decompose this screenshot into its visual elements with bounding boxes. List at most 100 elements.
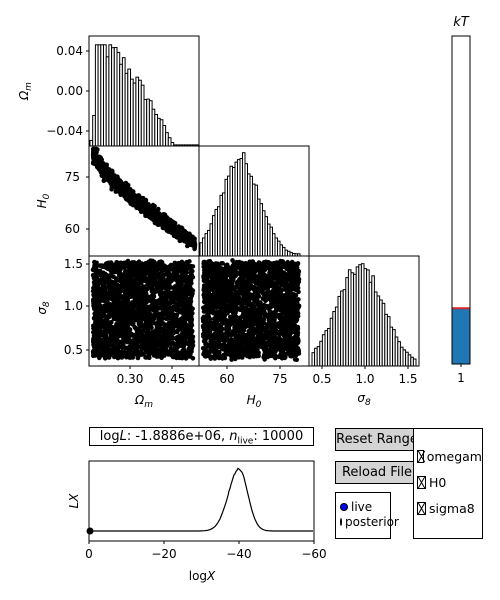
scatter-point: [144, 343, 150, 348]
scatter-point: [110, 337, 115, 343]
scatter-point: [107, 284, 112, 289]
scatter-point: [111, 266, 117, 272]
scatter-point: [150, 320, 156, 326]
scatter-point: [101, 337, 106, 343]
scatter-point: [148, 278, 153, 283]
omegam-histogram: [89, 44, 199, 147]
scatter-point: [92, 265, 97, 270]
scatter-point: [127, 190, 132, 195]
scatter-point: [174, 301, 179, 307]
scatter-point: [158, 279, 164, 284]
scatter-point: [95, 339, 101, 345]
scatter-point: [138, 200, 143, 206]
sigma8-omegam-scatter: [90, 258, 196, 361]
scatter-point: [183, 280, 189, 285]
scatter-point: [144, 304, 150, 310]
scatter-point: [93, 161, 99, 167]
scatter-point: [168, 296, 174, 302]
scatter-point: [172, 349, 178, 354]
scatter-point: [156, 206, 161, 212]
scatter-point: [114, 351, 119, 357]
scatter-point: [140, 298, 145, 304]
scatter-point: [109, 319, 114, 325]
scatter-point: [184, 260, 190, 266]
scatter-point: [188, 340, 193, 346]
h0-ylabel: H0: [35, 193, 52, 208]
scatter-point: [94, 290, 100, 296]
scatter-point: [90, 152, 96, 158]
scatter-point: [103, 273, 109, 279]
scatter-point: [149, 286, 155, 292]
scatter-point: [143, 269, 148, 275]
scatter-point: [168, 308, 174, 314]
scatter-point: [124, 299, 130, 305]
scatter-point: [124, 336, 130, 341]
scatter-point: [140, 275, 146, 281]
omegam-ytick-1: 0.00: [56, 84, 83, 98]
scatter-point: [181, 350, 187, 356]
scatter-point: [177, 321, 182, 327]
scatter-point: [182, 268, 187, 273]
scatter-point: [120, 276, 125, 282]
scatter-point: [153, 279, 158, 284]
scatter-point: [91, 304, 97, 309]
scatter-point: [98, 352, 104, 358]
scatter-point: [158, 262, 163, 268]
scatter-point: [132, 267, 138, 273]
scatter-point: [105, 318, 110, 324]
scatter-point: [102, 287, 108, 293]
scatter-point: [135, 344, 141, 349]
scatter-point: [161, 349, 167, 355]
scatter-point: [161, 321, 166, 326]
scatter-point: [149, 302, 154, 308]
scatter-point: [171, 304, 176, 310]
scatter-point: [116, 260, 121, 266]
scatter-point: [181, 302, 187, 308]
scatter-point: [124, 280, 130, 286]
scatter-point: [137, 316, 142, 321]
scatter-point: [99, 168, 104, 174]
scatter-point: [91, 273, 96, 278]
scatter-point: [95, 282, 100, 287]
scatter-point: [121, 189, 127, 195]
scatter-point: [172, 284, 178, 289]
scatter-point: [117, 339, 123, 345]
scatter-point: [136, 193, 141, 198]
scatter-point: [145, 262, 150, 267]
scatter-point: [109, 187, 114, 192]
scatter-point: [123, 260, 129, 265]
scatter-point: [187, 348, 193, 354]
scatter-point: [178, 226, 184, 232]
omegam-yaxis: 0.04 0.00 −0.04 Ωm: [17, 44, 89, 138]
scatter-point: [111, 174, 117, 180]
scatter-point: [162, 219, 167, 224]
scatter-point: [117, 290, 122, 295]
scatter-point: [188, 280, 193, 286]
scatter-point: [164, 288, 169, 294]
scatter-point: [176, 353, 181, 359]
scatter-point: [182, 324, 187, 330]
scatter-point: [166, 322, 171, 327]
scatter-point: [170, 354, 176, 360]
scatter-point: [156, 298, 162, 304]
scatter-point: [94, 329, 99, 335]
scatter-point: [191, 238, 197, 243]
scatter-point: [182, 310, 188, 315]
scatter-point: [174, 306, 180, 312]
scatter-point: [101, 178, 107, 184]
scatter-point: [130, 260, 135, 265]
scatter-point: [150, 258, 155, 264]
scatter-point: [119, 184, 125, 190]
scatter-point: [97, 304, 103, 310]
scatter-point: [137, 289, 142, 294]
scatter-point: [92, 259, 97, 265]
scatter-point: [178, 337, 183, 343]
scatter-point: [175, 297, 181, 303]
scatter-point: [105, 301, 111, 307]
scatter-point: [190, 310, 195, 316]
scatter-point: [97, 312, 102, 317]
scatter-point: [174, 268, 180, 274]
scatter-point: [104, 162, 109, 168]
scatter-point: [149, 209, 154, 214]
